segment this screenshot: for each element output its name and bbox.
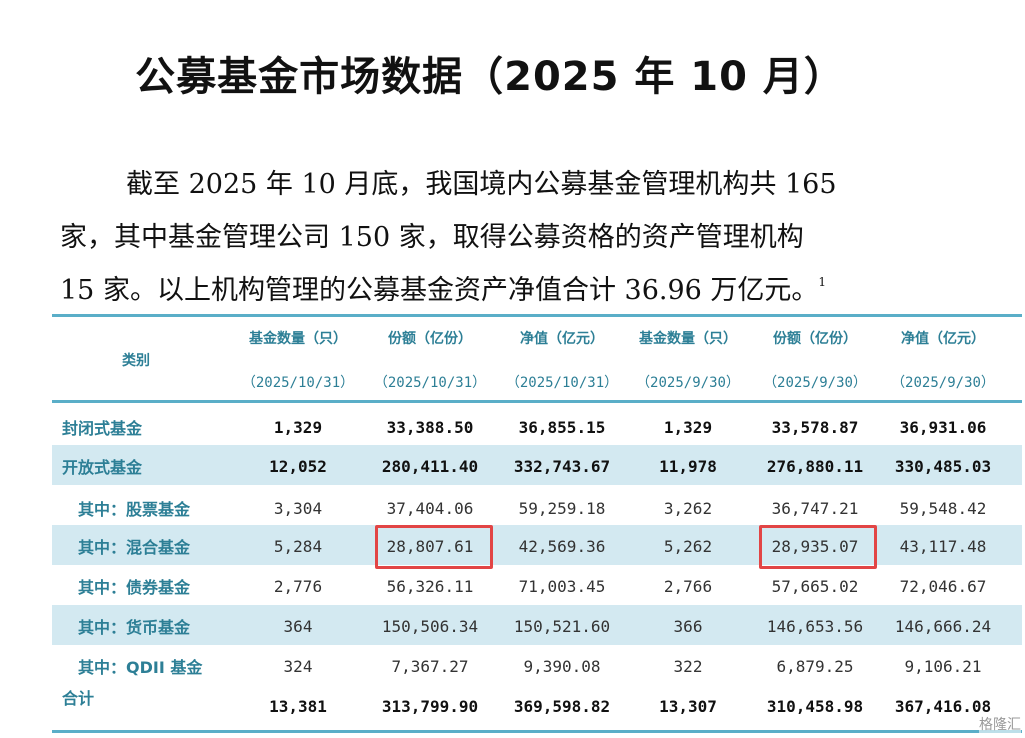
- table-row: 其中：货币基金 364 150,506.34 150,521.60 366 146,653…: [52, 605, 1022, 645]
- paragraph-line: 截至 2025 年 10 月底，我国境内公募基金管理机构共 165: [126, 169, 837, 200]
- table-cell: 2,766: [663, 577, 713, 596]
- table-cell: 367,416.08: [894, 697, 992, 716]
- table-cell: 36,855.15: [518, 418, 606, 437]
- table-cell: 313,799.90: [381, 697, 479, 716]
- table-cell: 2,776: [273, 577, 323, 596]
- table-row: 其中：债券基金 2,776 56,326.11 71,003.45 2,766 57,66…: [52, 565, 1022, 605]
- table-cell: 324: [283, 657, 313, 676]
- table-cell: 150,521.60: [513, 617, 611, 636]
- table-cell: 43,117.48: [899, 537, 987, 556]
- category-header: 类别: [122, 353, 150, 369]
- table-cell: 71,003.45: [518, 577, 606, 596]
- table-cell: 332,743.67: [513, 457, 611, 476]
- table-cell: 7,367.27: [391, 657, 469, 676]
- table-cell: 5,262: [663, 537, 713, 556]
- table-cell: 13,307: [659, 697, 717, 716]
- table-cell: 59,548.42: [899, 499, 987, 518]
- table-cell: 364: [283, 617, 313, 636]
- paragraph-line: 15 家。以上机构管理的公募基金资产净值合计 36.96 万亿元。1: [60, 264, 960, 317]
- table-cell: 1,329: [273, 418, 323, 437]
- table-cell: 33,578.87: [771, 418, 859, 437]
- table-row: 合计 13,381 313,799.90 369,598.82 13,307 310,45…: [52, 685, 1022, 725]
- table-row: 其中：混合基金 5,284 28,807.61 42,569.36 5,262 28,93…: [52, 525, 1022, 565]
- row-label: 其中：债券基金: [78, 578, 191, 597]
- table-cell: 146,666.24: [894, 617, 992, 636]
- row-label: 其中：QDII 基金: [78, 658, 203, 677]
- table-cell: 9,390.08: [523, 657, 601, 676]
- table-cell: 28,935.07: [771, 537, 859, 556]
- table-cell: 280,411.40: [381, 457, 479, 476]
- table-header-rule: [52, 400, 1022, 403]
- table-cell: 13,381: [269, 697, 327, 716]
- table-cell: 9,106.21: [904, 657, 982, 676]
- footnote-marker: 1: [818, 275, 827, 289]
- table-cell: 12,052: [269, 457, 327, 476]
- row-label: 其中：混合基金: [78, 538, 191, 557]
- table-cell: 57,665.02: [771, 577, 859, 596]
- table-row: 其中：股票基金 3,304 37,404.06 59,259.18 3,262 36,74…: [52, 487, 1022, 527]
- table-cell: 146,653.56: [766, 617, 864, 636]
- row-label: 其中：货币基金: [78, 618, 191, 637]
- paragraph-line: 家，其中基金管理公司 150 家，取得公募资格的资产管理机构: [60, 222, 804, 253]
- table-cell: 37,404.06: [386, 499, 474, 518]
- table-cell: 36,747.21: [771, 499, 859, 518]
- table-cell: 310,458.98: [766, 697, 864, 716]
- table-cell: 276,880.11: [766, 457, 864, 476]
- table-cell: 150,506.34: [381, 617, 479, 636]
- table-cell: 56,326.11: [386, 577, 474, 596]
- table-cell: 1,329: [663, 418, 713, 437]
- table-cell: 28,807.61: [386, 537, 474, 556]
- paragraph-line-text: 15 家。以上机构管理的公募基金资产净值合计 36.96 万亿元。: [60, 275, 819, 306]
- table-cell: 6,879.25: [776, 657, 854, 676]
- table-cell: 366: [673, 617, 703, 636]
- table-top-rule: [52, 314, 1022, 317]
- table-row: 封闭式基金 1,329 33,388.50 36,855.15 1,329 33,578.…: [52, 406, 1022, 446]
- highlight-box: [375, 525, 493, 569]
- table-header: 类别 基金数量（只） （2025/10/31） 份额（亿份） （2025/10/31…: [122, 331, 995, 391]
- intro-paragraph: 截至 2025 年 10 月底，我国境内公募基金管理机构共 165 家，其中基金…: [60, 158, 960, 317]
- table-cell: 36,931.06: [899, 418, 987, 437]
- table-cell: 369,598.82: [513, 697, 611, 716]
- table-cell: 42,569.36: [518, 537, 606, 556]
- row-label: 开放式基金: [62, 458, 143, 477]
- row-label: 封闭式基金: [62, 419, 143, 438]
- table-row: 开放式基金 12,052 280,411.40 332,743.67 11,978 276…: [52, 445, 1022, 485]
- table-bottom-rule: [52, 730, 1022, 733]
- page-title: 公募基金市场数据（2025 年 10 月）: [135, 54, 845, 100]
- table-cell: 322: [673, 657, 703, 676]
- table-cell: 59,259.18: [518, 499, 606, 518]
- table-cell: 72,046.67: [899, 577, 987, 596]
- table-cell: 33,388.50: [386, 418, 474, 437]
- table-cell: 11,978: [659, 457, 717, 476]
- table-cell: 3,304: [273, 499, 323, 518]
- table-row: 其中：QDII 基金 324 7,367.27 9,390.08 322 6,879.25…: [52, 645, 1022, 685]
- row-label: 合计: [62, 689, 95, 708]
- table-cell: 5,284: [273, 537, 323, 556]
- watermark: 格隆汇: [979, 714, 1021, 734]
- row-label: 其中：股票基金: [78, 500, 191, 519]
- highlight-box: [759, 525, 877, 569]
- table-cell: 3,262: [663, 499, 713, 518]
- table-cell: 330,485.03: [894, 457, 992, 476]
